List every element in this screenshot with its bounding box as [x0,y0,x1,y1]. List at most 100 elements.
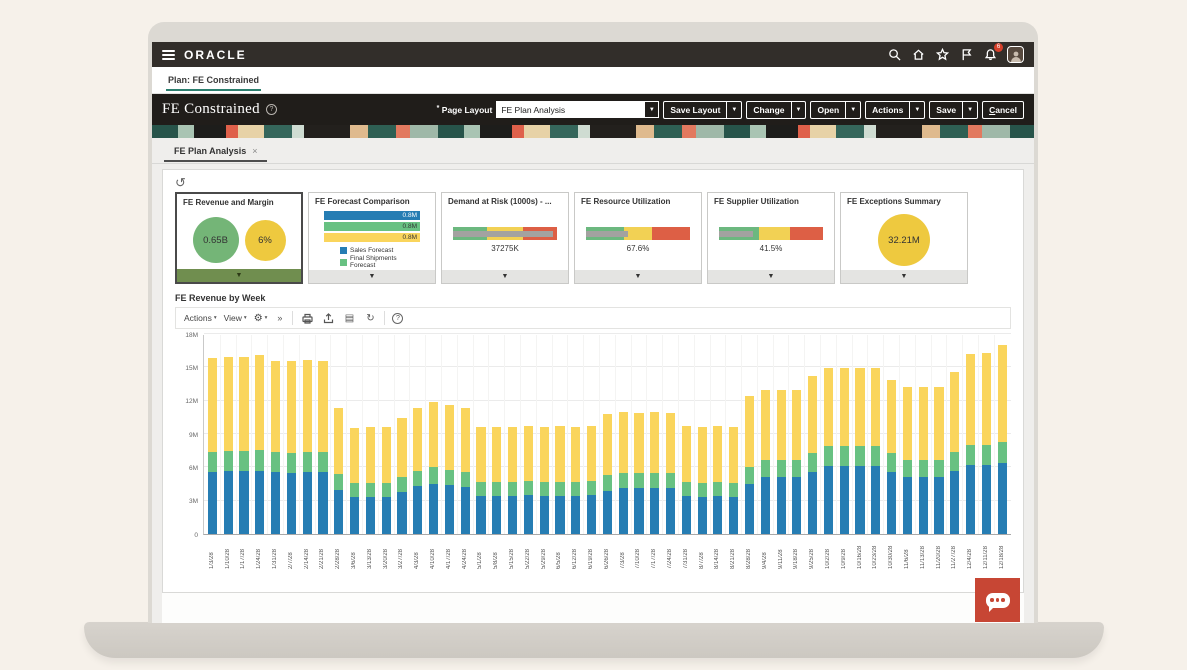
chart-bar[interactable] [776,389,786,534]
open-caret-icon[interactable]: ▼ [845,101,860,118]
actions-caret-icon[interactable]: ▼ [909,101,924,118]
chart-bar[interactable] [255,355,265,534]
chart-bar[interactable] [223,357,233,534]
change-caret-icon[interactable]: ▼ [790,101,806,118]
chart-bar[interactable] [302,359,312,534]
kpi-card-fe-forecast-comparison[interactable]: FE Forecast Comparison 0.8M 0.8M 0.8M Sales … [308,192,436,284]
format-menu[interactable]: ⚙ ▾ [254,313,268,324]
kpi-card-expand-arrow[interactable]: ▼ [177,269,301,282]
undo-icon[interactable]: ↺ [175,175,186,190]
save-button[interactable]: Save ▼ [929,100,979,119]
chart-bar[interactable] [697,427,707,534]
print-icon[interactable] [300,311,314,325]
save-layout-label[interactable]: Save Layout [670,104,721,115]
kpi-card-fe-supplier-utilization[interactable]: FE Supplier Utilization 41.5% ▼ [707,192,835,284]
chart-bar[interactable] [492,427,502,534]
save-label[interactable]: Save [936,104,957,115]
chart-bar[interactable] [428,401,439,534]
tab-fe-plan-analysis[interactable]: FE Plan Analysis × [164,138,268,162]
chart-bar[interactable] [887,379,897,534]
chart-bar[interactable] [413,408,423,534]
help-icon[interactable]: ? [265,104,277,115]
table-view-icon[interactable]: ▤ [344,312,355,324]
kpi-card-expand-arrow[interactable]: ▼ [575,270,701,283]
kpi-card-expand-arrow[interactable]: ▼ [442,270,568,283]
chart-help-icon[interactable]: ? [392,312,404,324]
chart-bar[interactable] [586,426,597,534]
user-avatar[interactable] [1007,46,1024,63]
chart-bar[interactable] [729,427,739,534]
kpi-card-fe-revenue-and-margin[interactable]: FE Revenue and Margin 0.65B 6% ▼ [175,192,303,284]
save-layout-caret-icon[interactable]: ▼ [726,101,741,118]
chart-bar[interactable] [792,389,802,534]
refresh-icon[interactable]: ↻ [366,312,375,324]
plan-tab[interactable]: Plan: FE Constrained [166,67,262,91]
chart-bar[interactable] [397,418,407,534]
chart-bar[interactable] [997,345,1007,534]
kpi-card-demand-at-risk-1000s[interactable]: Demand at Risk (1000s) - ... 37275K ▼ [441,192,569,284]
chart-bar[interactable] [555,426,565,534]
chart-bar[interactable] [950,371,960,534]
chart-bar[interactable] [839,368,849,534]
chart-bar[interactable] [681,426,691,534]
open-label[interactable]: Open [817,104,840,115]
save-caret-icon[interactable]: ▼ [962,101,977,118]
chart-bar[interactable] [966,354,976,534]
chart-bar[interactable] [365,427,375,534]
kpi-card-fe-exceptions-summary[interactable]: FE Exceptions Summary 32.21M ▼ [840,192,968,284]
page-layout-caret-icon[interactable]: ▼ [644,101,660,118]
chart-bar[interactable] [523,426,533,534]
search-icon[interactable] [887,47,902,62]
open-button[interactable]: Open ▼ [810,100,862,119]
kpi-card-fe-resource-utilization[interactable]: FE Resource Utilization 67.6% ▼ [574,192,702,284]
notifications-bell-icon[interactable]: 6 [983,43,1003,62]
actions-menu[interactable]: Actions ▾ [184,313,217,323]
tab-close-icon[interactable]: × [252,146,258,156]
chart-bar[interactable] [808,376,818,534]
chart-bar[interactable] [902,387,913,534]
chart-bar[interactable] [871,368,881,534]
chart-bar[interactable] [634,412,644,534]
chart-bar[interactable] [334,408,344,534]
chart-bar[interactable] [918,387,928,534]
kpi-card-expand-arrow[interactable]: ▼ [309,270,435,283]
change-label[interactable]: Change [753,104,785,115]
chart-bar[interactable] [571,427,581,534]
chart-bar[interactable] [444,405,454,534]
detach-icon[interactable] [321,311,335,325]
chart-bar[interactable] [460,408,470,534]
chart-bar[interactable] [239,357,249,534]
chart-bar[interactable] [381,427,391,534]
kpi-card-expand-arrow[interactable]: ▼ [841,270,967,283]
chart-bar[interactable] [934,387,944,534]
chart-bar[interactable] [507,427,518,534]
menu-icon[interactable] [162,49,175,60]
chart-bar[interactable] [650,411,660,534]
chart-bar[interactable] [286,360,296,534]
favorites-star-icon[interactable] [935,47,950,62]
page-layout-value[interactable]: FE Plan Analysis [496,101,645,118]
chart-bar[interactable] [855,368,865,534]
chart-bar[interactable] [539,427,549,534]
chart-bar[interactable] [318,360,328,534]
chart-bar[interactable] [207,358,217,534]
actions-label[interactable]: Actions [872,104,904,115]
flag-icon[interactable] [959,47,974,62]
chart-bar[interactable] [271,360,281,534]
kpi-card-expand-arrow[interactable]: ▼ [708,270,834,283]
change-button[interactable]: Change ▼ [746,100,807,119]
chart-bar[interactable] [476,427,486,534]
chart-bar[interactable] [665,412,676,534]
chat-button[interactable] [975,578,1020,622]
cancel-label[interactable]: Cancel [989,104,1017,115]
chart-bar[interactable] [713,426,723,534]
page-layout-select[interactable]: FE Plan Analysis ▼ [496,101,660,118]
actions-button[interactable]: Actions ▼ [865,100,926,119]
overflow-chevrons-icon[interactable]: » [277,313,283,323]
home-icon[interactable] [911,47,926,62]
chart-bar[interactable] [618,411,628,534]
cancel-button[interactable]: Cancel [982,100,1024,119]
chart-bar[interactable] [602,414,612,534]
chart-bar[interactable] [823,368,834,534]
save-layout-button[interactable]: Save Layout ▼ [663,100,743,119]
